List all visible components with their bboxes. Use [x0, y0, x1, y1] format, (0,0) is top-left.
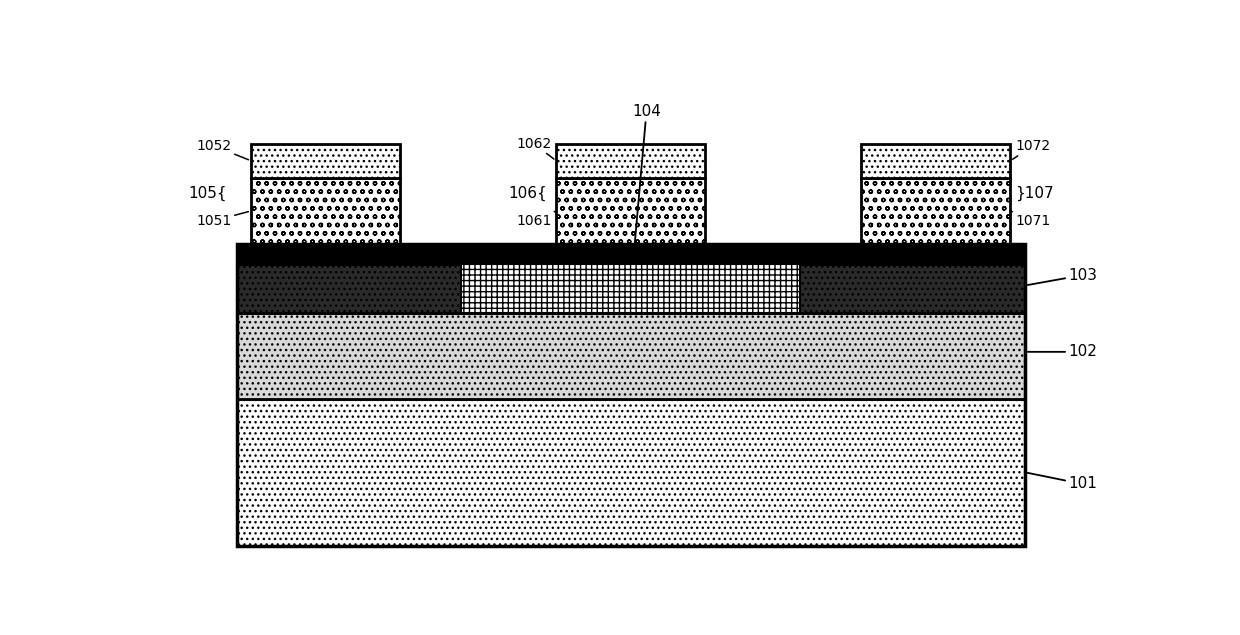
- Text: 104: 104: [631, 104, 661, 286]
- Text: 1052: 1052: [197, 139, 248, 160]
- Text: 1062: 1062: [516, 137, 554, 159]
- Bar: [461, 264, 800, 313]
- Text: 106{: 106{: [508, 186, 547, 201]
- Bar: [237, 313, 1024, 399]
- Text: 1071: 1071: [1011, 211, 1050, 228]
- Text: 1051: 1051: [197, 211, 248, 228]
- Bar: [237, 244, 1024, 545]
- Bar: [557, 178, 706, 244]
- Bar: [237, 264, 1024, 313]
- Bar: [862, 178, 1011, 244]
- Bar: [237, 244, 1024, 264]
- Text: 1061: 1061: [516, 211, 557, 228]
- Bar: [250, 178, 401, 244]
- Text: 101: 101: [1028, 473, 1097, 491]
- Text: 103: 103: [1028, 268, 1097, 285]
- Text: 102: 102: [1028, 344, 1097, 359]
- Bar: [862, 144, 1011, 178]
- Bar: [557, 144, 706, 178]
- Text: 105{: 105{: [188, 186, 227, 201]
- Text: 1072: 1072: [1013, 139, 1050, 159]
- Text: }107: }107: [1016, 186, 1054, 201]
- Bar: [250, 144, 401, 178]
- Bar: [237, 399, 1024, 545]
